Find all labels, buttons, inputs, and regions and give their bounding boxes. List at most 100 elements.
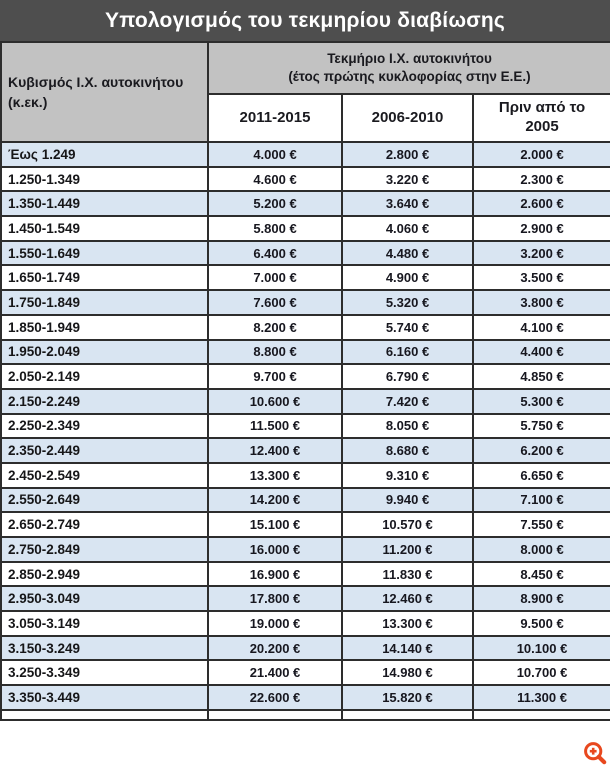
amount-cell: 21.400 €	[207, 659, 343, 687]
engine-cc-range: 1.650-1.749	[0, 264, 209, 292]
amount-cell: 5.750 €	[471, 412, 610, 440]
amount-cell: 4.100 €	[471, 313, 610, 341]
amount-cell: 8.000 €	[471, 536, 610, 563]
engine-cc-range: 1.250-1.349	[0, 165, 209, 193]
amount-cell: 8.900 €	[471, 585, 610, 613]
amount-cell: 5.800 €	[207, 215, 343, 242]
zoom-icon[interactable]	[583, 741, 607, 765]
amount-cell: 11.830 €	[341, 560, 474, 588]
amount-cell: 10.100 €	[471, 634, 610, 662]
amount-cell: 9.940 €	[341, 486, 474, 514]
magnifier-plus-glyph	[584, 742, 607, 765]
table-row: 2.050-2.149 9.700 €6.790 €4.850 €	[0, 363, 610, 390]
amount-cell: 9.700 €	[207, 363, 343, 390]
engine-cc-range: 1.350-1.449	[0, 190, 209, 218]
amount-cell: 4.850 €	[471, 363, 610, 390]
amount-cell: 4.060 €	[341, 215, 474, 242]
amount-cell: 14.980 €	[341, 659, 474, 687]
amount-cell: 5.200 €	[207, 190, 343, 218]
engine-cc-header-line1: Κυβισμός Ι.Χ. αυτοκινήτου	[8, 73, 184, 90]
amount-cell: 9.310 €	[341, 461, 474, 489]
engine-cc-range: 2.250-2.349	[0, 412, 209, 440]
table-row: 2.350-2.449 12.400 €8.680 €6.200 €	[0, 437, 610, 464]
table-row: 3.150-3.249 20.200 €14.140 €10.100 €	[0, 634, 610, 662]
amount-cell: 3.200 €	[471, 239, 610, 267]
engine-cc-range: 2.350-2.449	[0, 437, 209, 464]
table-row: 1.250-1.349 4.600 €3.220 €2.300 €	[0, 165, 610, 193]
table-row: 1.350-1.449 5.200 €3.640 €2.600 €	[0, 190, 610, 218]
table-row: 1.650-1.749 7.000 €4.900 €3.500 €	[0, 264, 610, 292]
amount-cell: 6.200 €	[471, 437, 610, 464]
table-row: 2.150-2.249 10.600 €7.420 €5.300 €	[0, 387, 610, 415]
amount-cell: 14.140 €	[341, 634, 474, 662]
amount-cell: 13.300 €	[341, 610, 474, 637]
table-row: 1.450-1.549 5.800 €4.060 €2.900 €	[0, 215, 610, 242]
amount-cell: 19.000 €	[207, 610, 343, 637]
empty-cell	[471, 708, 610, 721]
amount-cell: 6.790 €	[341, 363, 474, 390]
empty-cell	[341, 708, 474, 721]
amount-cell: 7.100 €	[471, 486, 610, 514]
amount-cell: 5.300 €	[471, 387, 610, 415]
group-header-line1: Τεκμήριο Ι.Χ. αυτοκινήτου	[327, 50, 492, 66]
table-row: 1.850-1.949 8.200 €5.740 €4.100 €	[0, 313, 610, 341]
table-row: 3.050-3.149 19.000 €13.300 €9.500 €	[0, 610, 610, 637]
amount-cell: 12.460 €	[341, 585, 474, 613]
amount-cell: 6.650 €	[471, 461, 610, 489]
engine-cc-range: 2.550-2.649	[0, 486, 209, 514]
table-row: 2.650-2.749 15.100 €10.570 €7.550 €	[0, 511, 610, 538]
amount-cell: 15.820 €	[341, 684, 474, 711]
column-header-2006-2010: 2006-2010	[341, 93, 474, 143]
amount-cell: 8.680 €	[341, 437, 474, 464]
engine-cc-range: 2.450-2.549	[0, 461, 209, 489]
table-title-bar: Υπολογισμός του τεκμηρίου διαβίωσης	[0, 0, 610, 41]
amount-cell: 6.160 €	[341, 338, 474, 366]
amount-cell: 7.420 €	[341, 387, 474, 415]
table-row: 1.550-1.649 6.400 €4.480 €3.200 €	[0, 239, 610, 267]
amount-cell: 4.400 €	[471, 338, 610, 366]
table-row: 3.350-3.449 22.600 €15.820 €11.300 €	[0, 684, 610, 711]
amount-cell: 22.600 €	[207, 684, 343, 711]
amount-cell: 3.640 €	[341, 190, 474, 218]
empty-cell	[207, 708, 343, 721]
amount-cell: 2.800 €	[341, 141, 474, 168]
column-header-engine-cc: Κυβισμός Ι.Χ. αυτοκινήτου (κ.εκ.)	[0, 41, 209, 143]
amount-cell: 4.480 €	[341, 239, 474, 267]
amount-cell: 6.400 €	[207, 239, 343, 267]
amount-cell: 12.400 €	[207, 437, 343, 464]
engine-cc-range: 2.750-2.849	[0, 536, 209, 563]
table-row: 1.950-2.049 8.800 €6.160 €4.400 €	[0, 338, 610, 366]
engine-cc-range: 1.850-1.949	[0, 313, 209, 341]
table-row: 2.550-2.649 14.200 €9.940 €7.100 €	[0, 486, 610, 514]
amount-cell: 3.800 €	[471, 289, 610, 316]
amount-cell: 13.300 €	[207, 461, 343, 489]
table-row-partial	[0, 708, 610, 721]
table-row: 2.850-2.949 16.900 €11.830 €8.450 €	[0, 560, 610, 588]
amount-cell: 15.100 €	[207, 511, 343, 538]
amount-cell: 2.900 €	[471, 215, 610, 242]
engine-cc-range: 2.650-2.749	[0, 511, 209, 538]
group-header-line2: (έτος πρώτης κυκλοφορίας στην Ε.Ε.)	[288, 69, 531, 84]
amount-cell: 16.900 €	[207, 560, 343, 588]
amount-cell: 7.550 €	[471, 511, 610, 538]
amount-cell: 3.220 €	[341, 165, 474, 193]
table-row: 2.450-2.549 13.300 €9.310 €6.650 €	[0, 461, 610, 489]
amount-cell: 5.740 €	[341, 313, 474, 341]
amount-cell: 2.600 €	[471, 190, 610, 218]
amount-cell: 14.200 €	[207, 486, 343, 514]
engine-cc-range: 2.950-3.049	[0, 585, 209, 613]
table-body: Έως 1.249 4.000 €2.800 €2.000 €1.250-1.34…	[0, 141, 610, 721]
amount-cell: 16.000 €	[207, 536, 343, 563]
amount-cell: 10.600 €	[207, 387, 343, 415]
amount-cell: 4.900 €	[341, 264, 474, 292]
year-header-row: 2011-2015 2006-2010 Πριν από το 2005	[1, 93, 610, 143]
amount-cell: 3.500 €	[471, 264, 610, 292]
amount-cell: 17.800 €	[207, 585, 343, 613]
amount-cell: 2.000 €	[471, 141, 610, 168]
table-header: Κυβισμός Ι.Χ. αυτοκινήτου (κ.εκ.) Τεκμήρ…	[0, 41, 610, 143]
table-row: 2.250-2.349 11.500 €8.050 €5.750 €	[0, 412, 610, 440]
engine-cc-range: 3.150-3.249	[0, 634, 209, 662]
amount-cell: 9.500 €	[471, 610, 610, 637]
engine-cc-range: 2.050-2.149	[0, 363, 209, 390]
amount-cell: 4.000 €	[207, 141, 343, 168]
